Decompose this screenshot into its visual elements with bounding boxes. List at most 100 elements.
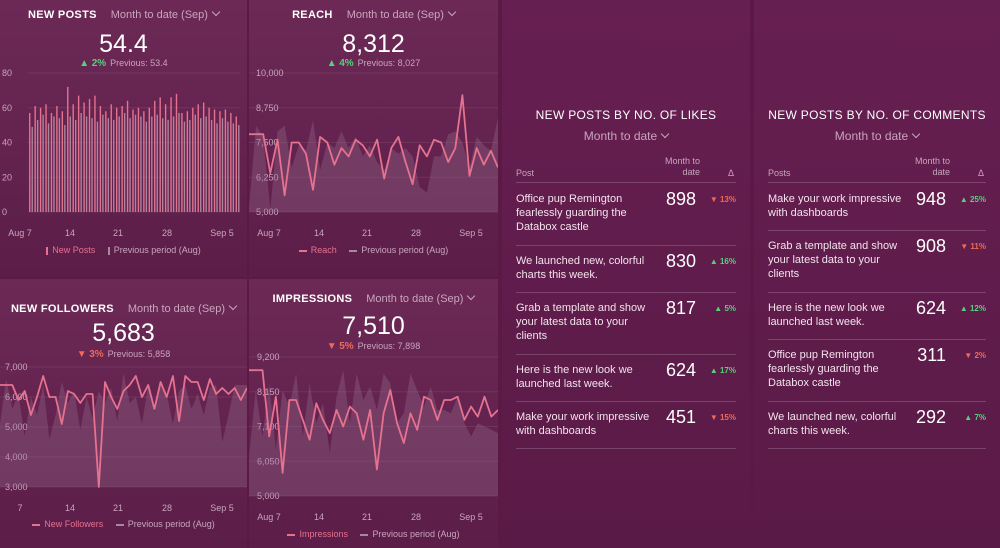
x-tick-label: 14 bbox=[65, 228, 75, 238]
previous-value: Previous: 7,898 bbox=[357, 341, 421, 351]
chart-legend: Reach Previous period (Aug) bbox=[249, 245, 498, 255]
period-label: Month to date (Sep) bbox=[346, 9, 444, 21]
tile-title: NEW FOLLOWERS bbox=[10, 303, 114, 315]
table-row[interactable]: Grab a template and show your latest dat… bbox=[768, 230, 986, 293]
post-value: 292 bbox=[915, 407, 946, 427]
y-tick-label: 8,750 bbox=[256, 103, 279, 113]
line-current bbox=[249, 369, 498, 474]
chevron-down-icon bbox=[660, 129, 670, 139]
post-title: Make your work impressive with dashboard… bbox=[768, 193, 902, 219]
x-tick-label: 7 bbox=[17, 503, 22, 513]
tile-title: REACH bbox=[292, 9, 333, 21]
tile-header: NEW FOLLOWERS Month to date (Sep) bbox=[0, 301, 247, 315]
metric-delta: ▲ 2% Previous: 53.4 bbox=[0, 58, 247, 69]
post-title: Grab a template and show your latest dat… bbox=[516, 302, 646, 342]
legend-current-label: Impressions bbox=[299, 529, 348, 539]
y-tick-label: 5,000 bbox=[5, 422, 28, 432]
y-tick-label: 6,050 bbox=[257, 456, 280, 466]
table-row[interactable]: We launched new, colorful charts this we… bbox=[516, 245, 736, 293]
legend-previous-label: Previous period (Aug) bbox=[127, 519, 215, 529]
legend-current: Impressions bbox=[287, 529, 348, 539]
reach-tile: REACH Month to date (Sep) 8,312 ▲ 4% Previ… bbox=[249, 0, 498, 277]
delta-percent: 13% bbox=[719, 195, 736, 204]
post-value: 948 bbox=[915, 189, 946, 209]
period-label: Month to date (Sep) bbox=[110, 9, 208, 21]
period-dropdown[interactable]: Month to date bbox=[754, 129, 1000, 143]
legend-previous-label: Previous period (Aug) bbox=[372, 529, 460, 539]
post-delta: ▼ 13% bbox=[710, 195, 736, 204]
y-tick-label: 7,000 bbox=[5, 362, 28, 372]
table-title: NEW POSTS BY NO. OF LIKES bbox=[535, 108, 717, 122]
legend-swatch bbox=[298, 249, 307, 252]
metric-value: 7,510 bbox=[342, 312, 405, 340]
period-label: Month to date bbox=[583, 129, 658, 143]
post-delta: ▲ 5% bbox=[714, 304, 736, 313]
y-tick-label: 3,000 bbox=[5, 482, 28, 492]
delta-percent: 2% bbox=[974, 351, 986, 360]
delta-up-icon: ▲ bbox=[714, 304, 725, 313]
chart-legend: New Followers Previous period (Aug) bbox=[0, 519, 247, 529]
delta-up-icon: ▲ bbox=[959, 195, 970, 204]
period-label: Month to date bbox=[834, 129, 909, 143]
legend-previous: Previous period (Aug) bbox=[360, 529, 460, 539]
likes-table-tile: NEW POSTS BY NO. OF LIKES Month to date … bbox=[502, 0, 750, 548]
legend-swatch bbox=[349, 249, 358, 252]
delta-up-icon: ▲ bbox=[959, 304, 970, 313]
legend-swatch bbox=[107, 246, 110, 255]
column-header-post: Post bbox=[516, 168, 535, 178]
table-row[interactable]: Make your work impressive with dashboard… bbox=[516, 401, 736, 449]
table-row[interactable]: Here is the new look we launched last we… bbox=[768, 292, 986, 340]
table-row[interactable]: Make your work impressive with dashboard… bbox=[768, 183, 986, 231]
post-delta: ▲ 25% bbox=[960, 195, 986, 204]
legend-current-label: Reach bbox=[310, 245, 337, 255]
y-tick-label: 7,500 bbox=[256, 138, 279, 148]
legend-swatch bbox=[360, 533, 369, 536]
table-row[interactable]: Office pup Remington fearlessly guarding… bbox=[768, 339, 986, 402]
x-tick-label: 28 bbox=[162, 503, 172, 513]
period-dropdown[interactable]: Month to date (Sep) bbox=[366, 291, 476, 305]
post-title: Office pup Remington fearlessly guarding… bbox=[516, 193, 627, 233]
period-dropdown[interactable]: Month to date bbox=[502, 129, 750, 143]
post-value: 624 bbox=[915, 298, 946, 318]
legend-current-label: New Posts bbox=[52, 245, 96, 255]
table-row[interactable]: We launched new, colorful charts this we… bbox=[768, 401, 986, 449]
period-dropdown[interactable]: Month to date (Sep) bbox=[346, 7, 457, 21]
metric-value: 5,683 bbox=[92, 319, 155, 347]
x-tick-label: 14 bbox=[314, 512, 324, 522]
y-tick-label: 5,000 bbox=[256, 207, 279, 217]
post-delta: ▼ 15% bbox=[710, 413, 736, 422]
y-tick-label: 5,000 bbox=[257, 491, 280, 501]
column-header-delta: Δ bbox=[727, 168, 734, 178]
x-tick-label: Aug 7 bbox=[8, 228, 32, 238]
delta-up-icon: ▲ bbox=[79, 58, 90, 69]
delta-up-icon: ▲ bbox=[709, 257, 720, 266]
delta-percent: 17% bbox=[719, 366, 736, 375]
table-row[interactable]: Grab a template and show your latest dat… bbox=[516, 292, 736, 355]
delta-down-icon: ▼ bbox=[709, 413, 720, 422]
post-value: 624 bbox=[665, 360, 696, 380]
post-value: 898 bbox=[665, 189, 696, 209]
period-dropdown[interactable]: Month to date (Sep) bbox=[128, 301, 238, 315]
x-tick-label: 28 bbox=[411, 228, 421, 238]
y-tick-label: 0 bbox=[2, 207, 7, 217]
column-header-value: Month to date bbox=[914, 156, 950, 177]
x-tick-label: Aug 7 bbox=[257, 228, 281, 238]
line-current bbox=[0, 375, 247, 488]
legend-previous: Previous period (Aug) bbox=[115, 519, 215, 529]
post-delta: ▲ 16% bbox=[710, 257, 736, 266]
period-dropdown[interactable]: Month to date (Sep) bbox=[110, 7, 221, 21]
tile-header: IMPRESSIONS Month to date (Sep) bbox=[249, 291, 498, 305]
x-tick-label: Sep 5 bbox=[459, 512, 483, 522]
table-row[interactable]: Office pup Remington fearlessly guarding… bbox=[516, 183, 736, 246]
table-row[interactable]: Here is the new look we launched last we… bbox=[516, 354, 736, 402]
x-tick-label: 14 bbox=[314, 228, 324, 238]
tile-header: REACH Month to date (Sep) bbox=[249, 7, 498, 21]
post-title: Grab a template and show your latest dat… bbox=[768, 240, 898, 280]
comments-table-tile: NEW POSTS BY NO. OF COMMENTS Month to da… bbox=[754, 0, 1000, 548]
post-title: Here is the new look we launched last we… bbox=[516, 364, 633, 390]
chevron-down-icon bbox=[911, 129, 921, 139]
chart-legend: New Posts Previous period (Aug) bbox=[0, 245, 247, 255]
metric-delta: ▼ 3% Previous: 5,858 bbox=[0, 349, 247, 360]
column-header-post: Posts bbox=[768, 168, 791, 178]
reach-chart: 10,000 8,750 7,500 6,250 5,000 Aug 7 14 21 28 Sep… bbox=[249, 68, 498, 238]
